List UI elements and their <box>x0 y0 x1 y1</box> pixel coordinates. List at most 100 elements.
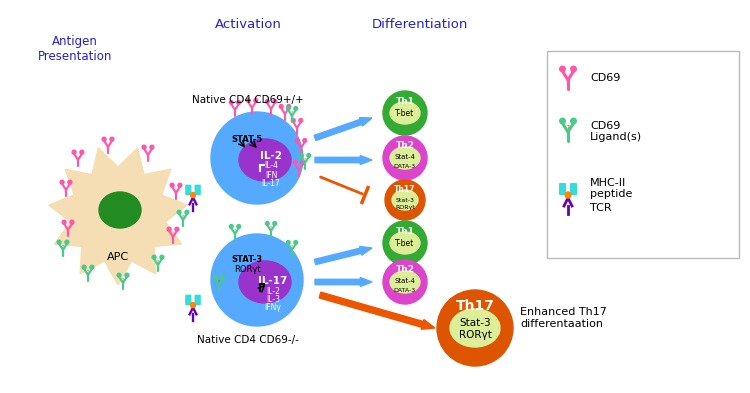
Circle shape <box>185 210 189 214</box>
Circle shape <box>286 241 290 244</box>
Circle shape <box>273 222 277 225</box>
FancyBboxPatch shape <box>547 51 739 258</box>
Circle shape <box>230 225 233 228</box>
Text: Th17: Th17 <box>455 299 494 313</box>
Circle shape <box>167 227 171 231</box>
Text: IL-2: IL-2 <box>266 286 280 296</box>
Text: CD69: CD69 <box>590 73 620 83</box>
Circle shape <box>383 260 427 304</box>
Circle shape <box>293 161 297 164</box>
Text: ?: ? <box>291 245 293 249</box>
Circle shape <box>237 101 241 105</box>
Circle shape <box>301 161 304 164</box>
Circle shape <box>102 137 106 141</box>
Text: peptide: peptide <box>590 189 632 199</box>
Ellipse shape <box>390 102 420 124</box>
Text: T-bet: T-bet <box>395 239 415 248</box>
Text: IL-2: IL-2 <box>260 151 282 161</box>
Circle shape <box>437 290 513 366</box>
Text: Stat-4: Stat-4 <box>394 154 416 160</box>
Text: Th1: Th1 <box>395 226 415 235</box>
Circle shape <box>211 234 303 326</box>
Text: Activation: Activation <box>214 18 281 31</box>
Circle shape <box>291 119 295 122</box>
Text: Stat-4: Stat-4 <box>394 278 416 284</box>
Text: ?: ? <box>182 215 184 219</box>
Circle shape <box>383 136 427 180</box>
Circle shape <box>273 99 277 103</box>
Circle shape <box>110 137 114 141</box>
FancyBboxPatch shape <box>186 296 190 305</box>
Polygon shape <box>320 292 435 329</box>
Circle shape <box>72 150 76 154</box>
Ellipse shape <box>99 192 141 228</box>
Circle shape <box>82 265 86 269</box>
Text: Th2: Th2 <box>395 141 415 151</box>
FancyBboxPatch shape <box>195 296 200 305</box>
Circle shape <box>175 227 178 231</box>
Circle shape <box>152 255 156 259</box>
Text: ?: ? <box>218 280 220 284</box>
Ellipse shape <box>390 232 420 254</box>
Text: CD69: CD69 <box>590 121 620 131</box>
Text: IL-3: IL-3 <box>266 294 280 303</box>
Circle shape <box>178 183 182 187</box>
Text: ?: ? <box>62 245 64 249</box>
Ellipse shape <box>239 261 291 303</box>
Text: APC: APC <box>107 252 129 262</box>
Text: T-bet: T-bet <box>395 110 415 119</box>
Circle shape <box>170 183 174 187</box>
Circle shape <box>560 66 566 72</box>
Circle shape <box>296 139 299 142</box>
Text: TCR: TCR <box>590 203 612 213</box>
Circle shape <box>279 105 284 108</box>
Text: Differentiation: Differentiation <box>372 18 468 31</box>
Ellipse shape <box>239 139 291 181</box>
Polygon shape <box>315 156 372 165</box>
Circle shape <box>560 118 566 124</box>
Ellipse shape <box>390 147 420 169</box>
FancyBboxPatch shape <box>186 185 190 195</box>
Circle shape <box>237 225 241 228</box>
Circle shape <box>565 192 571 198</box>
Text: Native CD4 CD69-/-: Native CD4 CD69-/- <box>197 335 299 345</box>
Circle shape <box>177 210 181 214</box>
Ellipse shape <box>392 190 418 210</box>
Text: RORγt: RORγt <box>234 266 260 274</box>
Circle shape <box>80 150 84 154</box>
Polygon shape <box>314 118 372 141</box>
Polygon shape <box>315 277 372 286</box>
Text: Enhanced Th17
differentaation: Enhanced Th17 differentaation <box>520 307 607 329</box>
Circle shape <box>190 303 196 308</box>
Text: Th2: Th2 <box>395 266 415 274</box>
Text: Native CD4 CD69+/+: Native CD4 CD69+/+ <box>192 95 304 105</box>
Circle shape <box>220 275 225 279</box>
Circle shape <box>68 180 72 184</box>
Circle shape <box>307 154 310 157</box>
Text: Ligand(s): Ligand(s) <box>590 132 642 142</box>
FancyBboxPatch shape <box>560 184 566 194</box>
Circle shape <box>294 241 298 244</box>
Circle shape <box>57 240 61 244</box>
Circle shape <box>160 255 164 259</box>
Circle shape <box>90 265 94 269</box>
Text: IFNγ: IFNγ <box>265 303 281 312</box>
Circle shape <box>125 273 129 277</box>
Text: ?: ? <box>291 111 293 115</box>
Text: IL-4: IL-4 <box>264 162 278 171</box>
Text: DATA-3: DATA-3 <box>394 288 416 292</box>
Circle shape <box>385 180 425 220</box>
Circle shape <box>211 112 303 204</box>
Text: IL-17: IL-17 <box>258 276 288 286</box>
Text: ?: ? <box>566 125 569 130</box>
Text: ?: ? <box>234 229 236 233</box>
Circle shape <box>571 118 576 124</box>
Text: Th17: Th17 <box>394 184 416 193</box>
Polygon shape <box>314 246 372 264</box>
Text: STAT-5: STAT-5 <box>231 136 262 145</box>
Text: DATA-3: DATA-3 <box>394 163 416 169</box>
Circle shape <box>303 139 307 142</box>
Text: ?: ? <box>157 260 159 264</box>
Text: IFN: IFN <box>265 171 278 180</box>
Circle shape <box>65 240 69 244</box>
